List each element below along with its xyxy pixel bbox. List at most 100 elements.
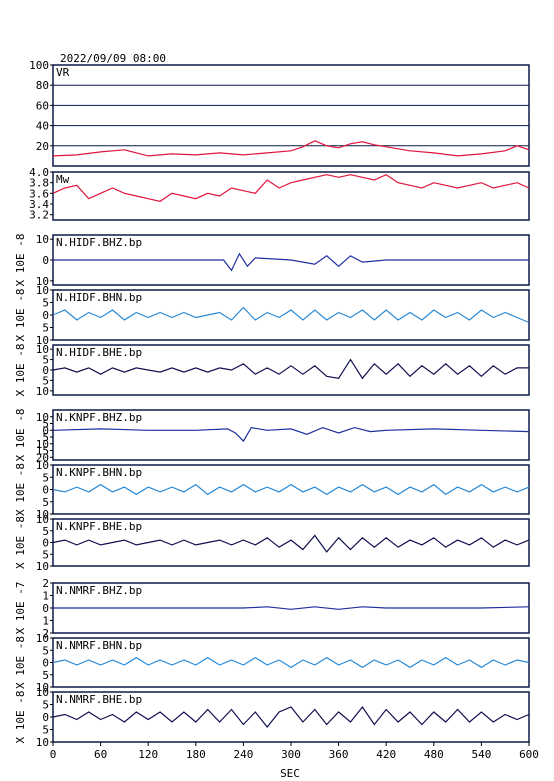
x-tick-label: 120 xyxy=(138,748,158,761)
x-tick-label: 360 xyxy=(329,748,349,761)
panel-frame xyxy=(52,409,530,461)
y-tick-label: 10 xyxy=(36,343,49,356)
y-tick-label: 10 xyxy=(36,560,49,573)
series-name: N.NMRF.BHE.bp xyxy=(56,693,142,706)
y-tick-label: 5 xyxy=(42,297,49,310)
x-tick-label: 180 xyxy=(186,748,206,761)
series-name: N.HIDF.BHE.bp xyxy=(56,346,142,359)
series-line xyxy=(52,426,530,443)
y-axis-label: X 10E -8 xyxy=(14,409,27,462)
y-axis-label: X 10E -8 xyxy=(14,234,27,287)
y-tick-label: 10 xyxy=(36,334,49,347)
series-name: N.KNPF.BHE.bp xyxy=(56,520,142,533)
y-tick-label: 3.6 xyxy=(29,187,49,200)
x-tick-label: 420 xyxy=(376,748,396,761)
x-tick-label: 0 xyxy=(50,748,57,761)
y-tick-label: 5 xyxy=(42,431,49,444)
x-axis: 0 60 120 180 240 300 360 420 480 540 600 xyxy=(50,742,539,761)
y-tick-label: 20 xyxy=(36,140,49,153)
y-tick-label: 2 xyxy=(42,627,49,640)
series-name: VR xyxy=(56,66,70,79)
y-tick-label: 10 xyxy=(36,284,49,297)
series-line xyxy=(52,483,530,496)
panel-frame xyxy=(52,171,530,221)
y-tick-label: 5 xyxy=(42,374,49,387)
x-tick-label: 300 xyxy=(281,748,301,761)
y-tick-label: 10 xyxy=(36,508,49,521)
y-tick-label: 4.0 xyxy=(29,166,49,179)
y-tick-label: 5 xyxy=(42,354,49,367)
y-tick-label: 10 xyxy=(36,438,49,451)
series-line xyxy=(52,656,530,669)
y-tick-label: 0 xyxy=(42,711,49,724)
series-line xyxy=(52,534,530,553)
y-tick-label: 3.4 xyxy=(29,198,49,211)
y-axis-label: X 10E -8 xyxy=(14,289,27,342)
timestamp-label: 2022/09/09 08:00 xyxy=(60,52,166,65)
series-name: N.KNPF.BHN.bp xyxy=(56,466,142,479)
y-tick-label: 10 xyxy=(36,275,49,288)
y-tick-label: 2 xyxy=(42,577,49,590)
y-axis-label: X 10E -8 xyxy=(14,463,27,516)
x-tick-label: 600 xyxy=(519,748,539,761)
y-tick-label: 80 xyxy=(36,79,49,92)
series-name: Mw xyxy=(56,173,70,186)
y-tick-label: 5 xyxy=(42,496,49,509)
y-tick-label: 5 xyxy=(42,548,49,561)
y-tick-label: 0 xyxy=(42,602,49,615)
panel-frame xyxy=(52,64,530,167)
y-tick-label: 5 xyxy=(42,471,49,484)
y-tick-label: 3.8 xyxy=(29,177,49,190)
y-tick-label: 5 xyxy=(42,724,49,737)
y-tick-label: 5 xyxy=(42,644,49,657)
y-tick-label: 3.2 xyxy=(29,209,49,222)
y-tick-label: 5 xyxy=(42,525,49,538)
panel-2: 10 0 10 N.HIDF.BHZ.bp X 10E -8 xyxy=(14,233,530,288)
y-tick-label: 15 xyxy=(36,445,49,458)
y-tick-label: 10 xyxy=(36,411,49,424)
y-axis-label: X 10E -8 xyxy=(14,516,27,569)
y-tick-label: 10 xyxy=(36,686,49,699)
y-tick-label: 5 xyxy=(42,669,49,682)
series-line xyxy=(52,705,530,728)
y-tick-label: 5 xyxy=(42,418,49,431)
y-tick-label: 0 xyxy=(42,309,49,322)
series-line xyxy=(53,252,529,272)
series-name: N.HIDF.BHN.bp xyxy=(56,291,142,304)
panel-1: 3.23.43.63.84.0 Mw xyxy=(29,166,530,222)
y-tick-label: 5 xyxy=(42,699,49,712)
y-axis-label: X 10E -8 xyxy=(14,344,27,397)
series-name: N.NMRF.BHZ.bp xyxy=(56,584,142,597)
x-tick-label: 540 xyxy=(471,748,491,761)
series-name: N.HIDF.BHZ.bp xyxy=(56,236,142,249)
series-line xyxy=(52,358,529,380)
y-tick-label: 10 xyxy=(36,513,49,526)
y-tick-label: 10 xyxy=(36,459,49,472)
y-tick-label: 20 xyxy=(36,451,49,464)
y-tick-label: 60 xyxy=(36,99,49,112)
y-tick-label: 0 xyxy=(42,254,49,267)
y-tick-label: 1 xyxy=(42,590,49,603)
x-tick-label: 240 xyxy=(233,748,253,761)
y-axis-label: X 10E -8 xyxy=(14,691,27,744)
y-tick-label: 0 xyxy=(42,537,49,550)
series-line xyxy=(52,140,530,157)
y-tick-label: 10 xyxy=(36,681,49,694)
x-tick-label: 60 xyxy=(94,748,107,761)
y-tick-label: 10 xyxy=(36,233,49,246)
x-axis-label: SEC xyxy=(280,767,300,780)
y-tick-label: 10 xyxy=(36,385,49,398)
y-tick-label: 0 xyxy=(42,424,49,437)
series-line xyxy=(53,606,530,610)
y-tick-label: 1 xyxy=(42,615,49,628)
